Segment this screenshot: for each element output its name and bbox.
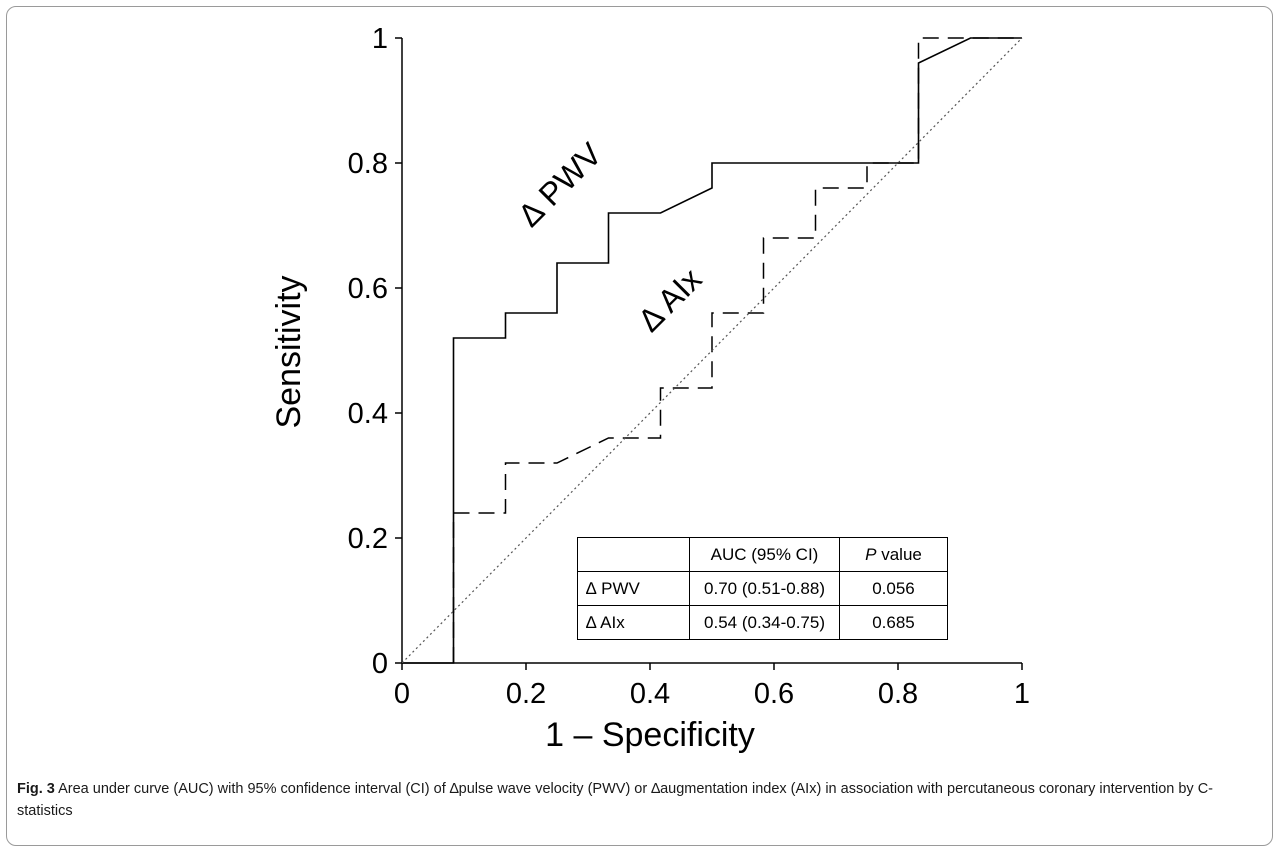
axes	[401, 38, 1022, 664]
table-cell: ∆ PWV	[577, 571, 690, 606]
y-tick-label: 0.4	[348, 398, 388, 430]
y-tick-label: 0.8	[348, 148, 388, 180]
caption-text: Area under curve (AUC) with 95% confiden…	[17, 781, 1213, 819]
roc-chart: 0 0.2 0.4 0.6 0.8 1 0 0.2 0.4 0.6 0.8 1 ∆ PWV ∆ AIx…	[270, 23, 1030, 754]
table-header-cell: AUC (95% CI)	[689, 537, 840, 572]
x-tick-label: 1	[1014, 678, 1030, 710]
table-header-row: AUC (95% CI) P value	[577, 537, 948, 572]
y-tick-label: 0.6	[348, 273, 388, 305]
table-cell: 0.70 (0.51-0.88)	[689, 571, 840, 606]
x-tick-label: 0.4	[630, 678, 670, 710]
figure-frame	[6, 6, 1273, 846]
y-tick-label: 0	[372, 648, 388, 680]
auc-table: AUC (95% CI) P value ∆ PWV 0.70 (0.51-0.…	[577, 537, 948, 640]
x-tick-label: 0.2	[506, 678, 546, 710]
x-axis-label: 1 – Specificity	[545, 716, 755, 754]
annotation-pwv: ∆ PWV	[511, 135, 609, 233]
series-line-pwv	[402, 37, 1022, 664]
x-tick-label: 0.8	[878, 678, 918, 710]
annotation-aix: ∆ AIx	[631, 261, 708, 338]
y-axis-label: Sensitivity	[270, 275, 308, 428]
table-header-pvalue: P value	[839, 537, 948, 572]
tick-labels: 0 0.2 0.4 0.6 0.8 1 0 0.2 0.4 0.6 0.8 1	[348, 23, 1030, 710]
series-layer	[401, 37, 1023, 664]
table-row: ∆ PWV 0.70 (0.51-0.88) 0.056	[577, 571, 948, 606]
table-cell: 0.685	[839, 605, 948, 640]
table-cell: 0.54 (0.34-0.75)	[689, 605, 840, 640]
figure-caption: Fig. 3 Area under curve (AUC) with 95% c…	[17, 778, 1262, 822]
table-cell: ∆ AIx	[577, 605, 690, 640]
x-tick-label: 0.6	[754, 678, 794, 710]
caption-label: Fig. 3	[17, 781, 55, 797]
y-tick-label: 0.2	[348, 523, 388, 555]
reference-diagonal	[401, 37, 1023, 664]
table-row: ∆ AIx 0.54 (0.34-0.75) 0.685	[577, 605, 948, 640]
y-tick-label: 1	[372, 23, 388, 55]
table-cell: 0.056	[839, 571, 948, 606]
table-header-cell	[577, 537, 690, 572]
series-line-aix	[452, 37, 1022, 663]
x-tick-label: 0	[394, 678, 410, 710]
